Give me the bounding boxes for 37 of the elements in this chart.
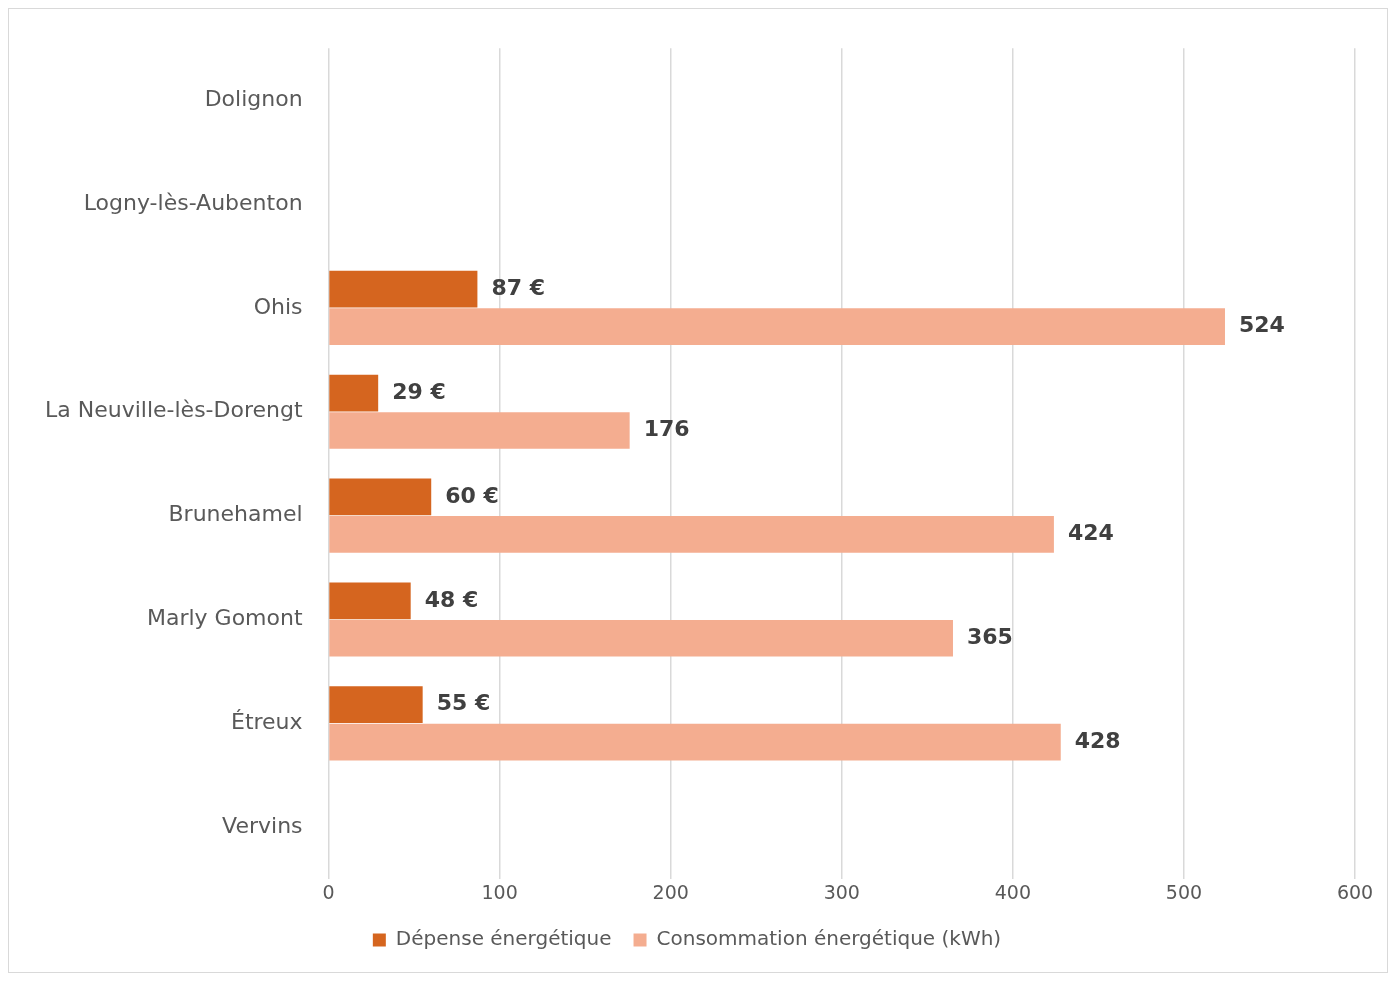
legend-label: Consommation énergétique (kWh) [656, 926, 1002, 951]
bar [329, 478, 432, 516]
x-tick-label: 300 [823, 880, 860, 903]
y-tick-label: Logny-lès-Aubenton [83, 189, 303, 215]
data-label: 428 [1074, 727, 1121, 753]
data-label: 55 € [436, 690, 491, 716]
bar [329, 723, 1061, 761]
y-tick-label: Marly Gomont [146, 605, 303, 631]
y-tick-label: Ohis [253, 293, 303, 319]
x-tick-label: 400 [994, 880, 1031, 903]
y-tick-label: Dolignon [204, 85, 303, 111]
bar [329, 270, 478, 308]
bar [329, 619, 953, 657]
data-label: 424 [1067, 520, 1114, 546]
y-tick-label: Étreux [230, 709, 303, 735]
y-tick-label: La Neuville-lès-Dorengt [45, 397, 303, 423]
data-label: 365 [966, 623, 1013, 649]
bar [329, 686, 423, 724]
data-label: 524 [1238, 312, 1285, 338]
y-tick-label: Vervins [222, 812, 303, 838]
bar [329, 308, 1225, 345]
x-tick-label: 500 [1165, 880, 1203, 903]
x-tick-label: 600 [1336, 880, 1374, 903]
data-label: 60 € [445, 482, 499, 508]
data-label: 176 [643, 416, 690, 442]
legend-label: Dépense énergétique [395, 926, 612, 951]
x-tick-label: 0 [322, 880, 335, 903]
y-tick-label: Brunehamel [168, 501, 303, 527]
x-tick-label: 200 [652, 880, 689, 903]
bar [329, 412, 630, 449]
data-label: 87 € [491, 274, 545, 300]
data-label: 29 € [392, 378, 446, 404]
bar [329, 582, 411, 620]
bar [329, 516, 1054, 553]
data-label: 48 € [424, 586, 479, 612]
x-tick-label: 100 [481, 880, 518, 903]
bar [329, 374, 379, 412]
